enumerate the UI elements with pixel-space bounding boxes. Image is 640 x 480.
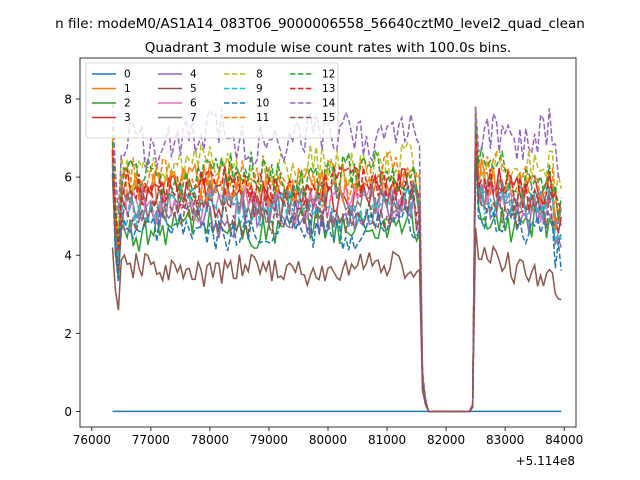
legend-box	[85, 62, 339, 139]
series-line-12	[111, 122, 562, 413]
y-tick-label: 0	[64, 405, 72, 419]
series-line-10	[111, 153, 562, 413]
x-tick-label: 78000	[191, 433, 229, 447]
y-tick-label: 2	[64, 327, 72, 341]
x-tick-label: 77000	[132, 433, 170, 447]
series-line-5	[111, 227, 562, 413]
legend-label-8: 8	[256, 69, 263, 81]
y-axis: 0 2 4 6 8	[64, 93, 80, 419]
x-tick-label: 82000	[427, 433, 465, 447]
y-tick-label: 6	[64, 171, 72, 185]
series-layer	[111, 102, 562, 413]
x-tick-label: 84000	[545, 433, 583, 447]
legend-label-14: 14	[322, 98, 336, 110]
y-tick-label: 8	[64, 93, 72, 107]
legend-label-6: 6	[190, 98, 197, 110]
legend-label-13: 13	[322, 83, 335, 95]
legend-label-2: 2	[124, 98, 131, 110]
x-tick-label: 83000	[486, 433, 524, 447]
x-tick-label: 80000	[309, 433, 347, 447]
legend-label-1: 1	[124, 83, 131, 95]
legend-label-7: 7	[190, 112, 197, 124]
x-tick-label: 81000	[368, 433, 406, 447]
legend-label-12: 12	[322, 69, 335, 81]
legend-label-4: 4	[190, 69, 197, 81]
legend-label-10: 10	[256, 98, 269, 110]
chart-suptitle: n file: modeM0/AS1A14_083T06_9000006558_…	[55, 16, 585, 32]
chart-title: Quadrant 3 module wise count rates with …	[145, 40, 511, 56]
series-line-15	[111, 157, 562, 413]
legend-label-5: 5	[190, 83, 197, 95]
series-line-13	[111, 134, 562, 413]
legend-label-3: 3	[124, 112, 131, 124]
legend-label-11: 11	[256, 112, 269, 124]
x-tick-label: 79000	[250, 433, 288, 447]
x-axis: 76000 77000 78000 79000 80000 81000 82000 83000…	[73, 427, 583, 447]
y-tick-label: 4	[64, 249, 72, 263]
legend-label-9: 9	[256, 83, 263, 95]
series-line-2	[111, 130, 562, 413]
x-tick-label: 76000	[73, 433, 111, 447]
legend-label-15: 15	[322, 112, 335, 124]
legend-label-0: 0	[124, 69, 131, 81]
x-offset-text: +5.114e8	[516, 454, 575, 468]
